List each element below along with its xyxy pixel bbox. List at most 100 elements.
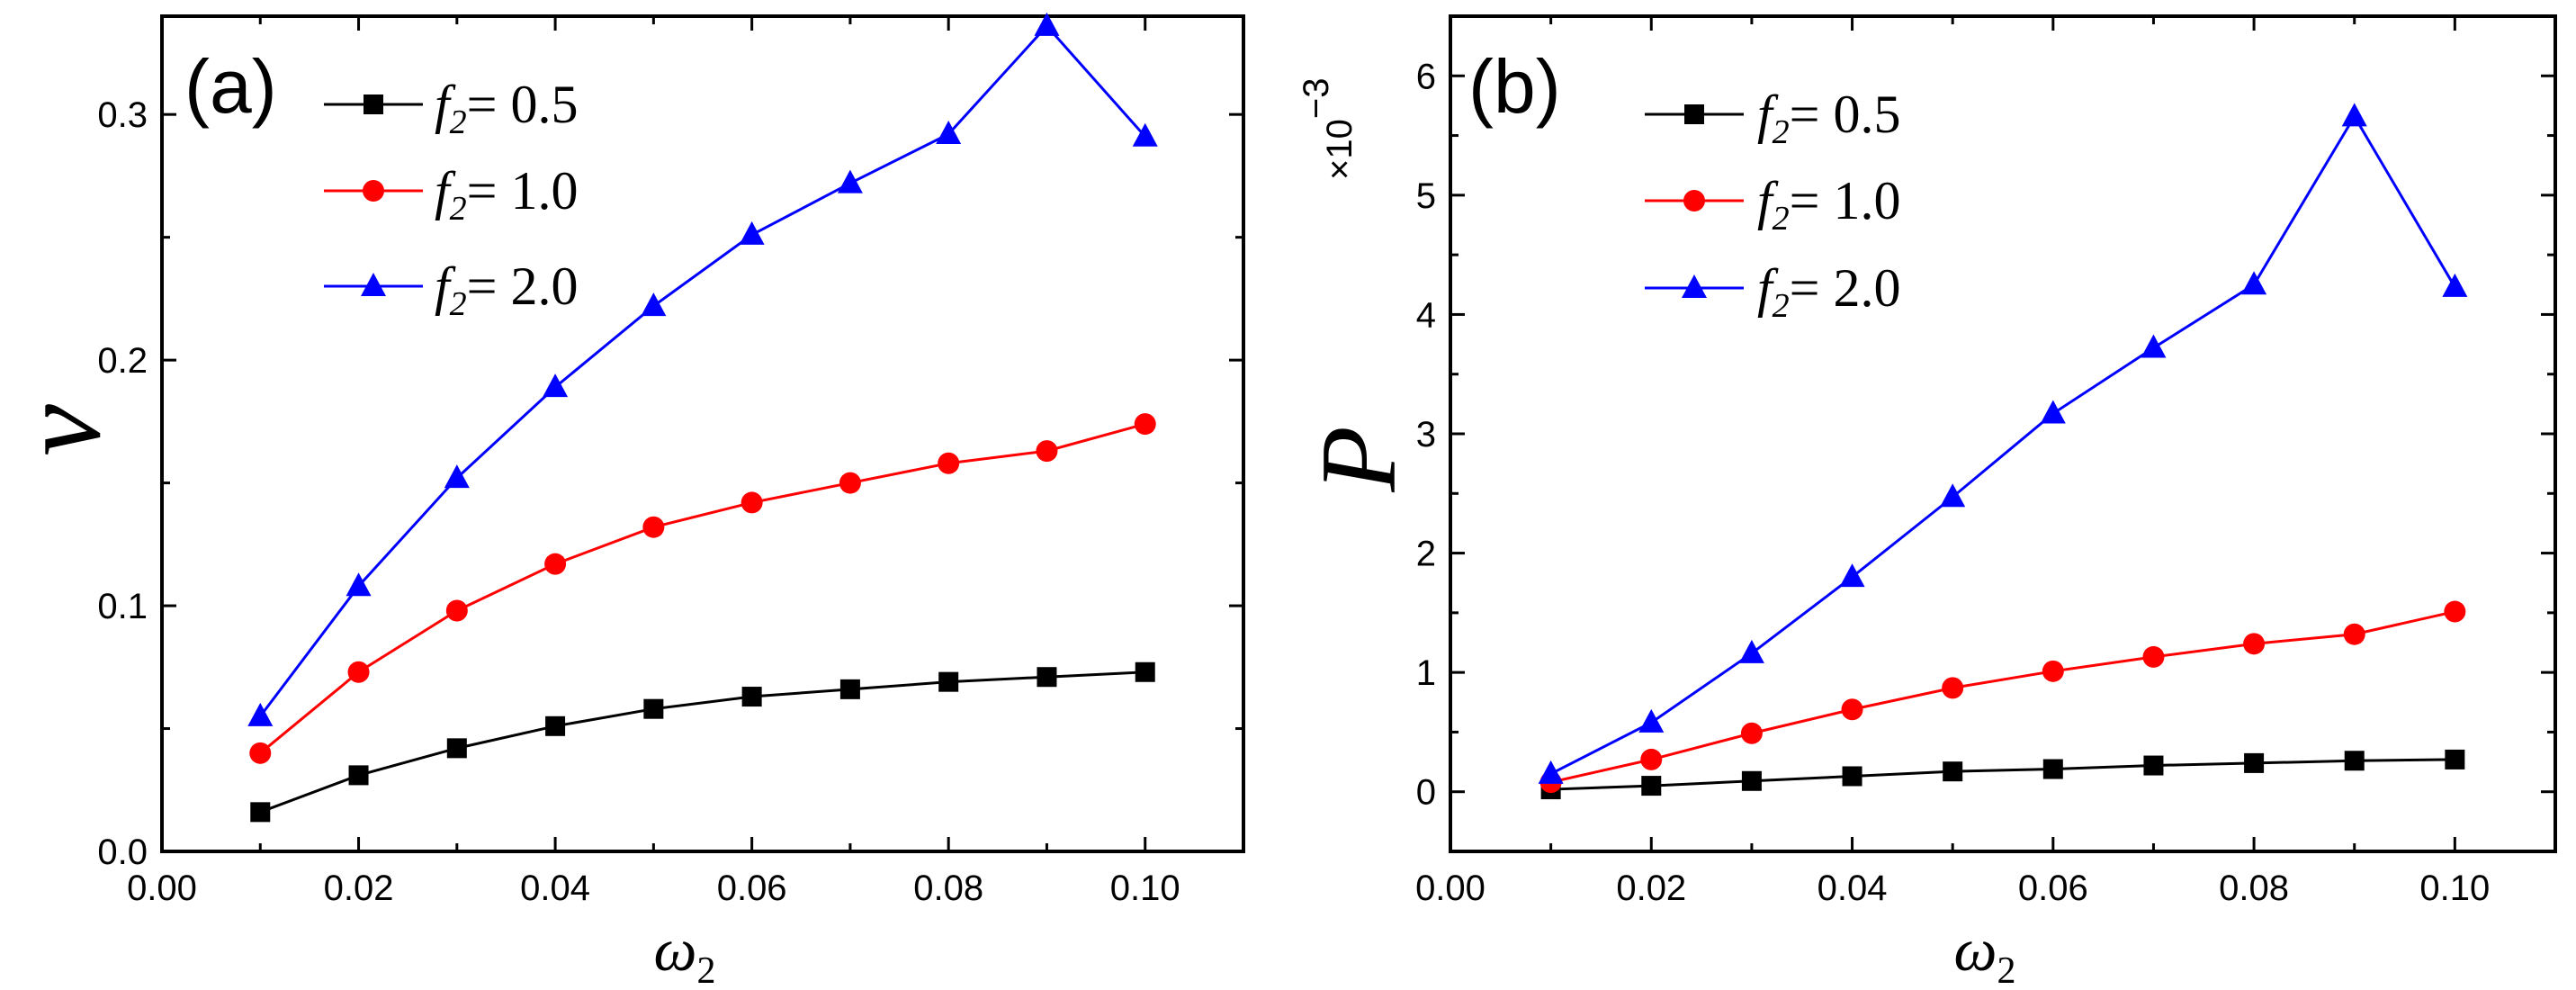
legend-value: = 0.5 xyxy=(1790,85,1901,144)
series-line xyxy=(259,670,1145,814)
legend-marker xyxy=(361,273,386,296)
legend-label: f2= 2.0 xyxy=(1757,258,1901,325)
series-square xyxy=(1540,749,2465,800)
data-point xyxy=(2042,660,2064,682)
plot-frame xyxy=(160,14,1245,853)
y-tick-label: 0 xyxy=(1416,773,1436,813)
series-line xyxy=(1550,610,2455,784)
data-point xyxy=(2444,600,2466,623)
data-point xyxy=(741,687,762,707)
data-point xyxy=(642,516,665,538)
legend-entry: f2= 0.5 xyxy=(1645,85,1901,151)
data-point xyxy=(938,452,960,474)
data-point xyxy=(1738,639,1764,663)
data-point xyxy=(544,553,567,575)
data-point xyxy=(2241,271,2267,295)
legend-sub: 2 xyxy=(450,190,467,228)
y-tick-label: 1 xyxy=(1416,653,1436,693)
data-point xyxy=(1842,766,1862,787)
series-line xyxy=(1550,758,2455,791)
legend-label: f2= 2.0 xyxy=(435,256,579,323)
x-tick-label: 0.02 xyxy=(324,868,394,908)
legend-entry: f2= 1.0 xyxy=(324,161,579,228)
data-point xyxy=(545,716,566,736)
x-tick-label: 0.08 xyxy=(913,868,983,908)
y-tick-label: 5 xyxy=(1416,176,1436,216)
legend-entry: f2= 2.0 xyxy=(324,256,579,323)
data-point xyxy=(1841,698,1863,721)
data-point xyxy=(2442,273,2468,297)
data-point xyxy=(444,464,470,489)
panel-label: (b) xyxy=(1468,44,1561,129)
data-point xyxy=(1638,708,1665,733)
y-tick-label: 3 xyxy=(1416,415,1436,454)
x-tick-label: 0.08 xyxy=(2219,868,2289,908)
legend-sub: 2 xyxy=(1773,113,1790,151)
x-axis-label: ω2 xyxy=(1953,915,2015,990)
x-tick-label: 0.04 xyxy=(520,868,590,908)
data-point xyxy=(1132,122,1158,147)
data-point xyxy=(2040,400,2066,424)
data-point xyxy=(739,220,765,245)
legend-marker xyxy=(1682,274,1707,298)
data-point xyxy=(445,599,468,622)
legend-sub: 2 xyxy=(1773,287,1790,325)
series-circle xyxy=(249,413,1156,764)
x-tick-label: 0.06 xyxy=(2018,868,2088,908)
panel-b: 0.00 0.02 0.04 0.06 0.08 0.10 0 1 2 3 4 5 6 ω2 P ×10−3 (… xyxy=(1297,14,2557,990)
legend-marker xyxy=(1684,104,1704,124)
data-point xyxy=(740,491,763,514)
legend-label: f2= 0.5 xyxy=(1757,85,1901,151)
data-point xyxy=(2445,749,2465,770)
y-axis-label: P xyxy=(1298,426,1418,492)
data-point xyxy=(348,765,369,786)
series-square xyxy=(250,662,1155,823)
legend-entry: f2= 1.0 xyxy=(1645,171,1901,238)
legend-label: f2= 1.0 xyxy=(435,161,579,228)
legend-value: = 0.5 xyxy=(467,75,579,134)
x-tick-label: 0.02 xyxy=(1616,868,1686,908)
y-tick-label: 0.2 xyxy=(97,341,148,381)
data-point xyxy=(837,169,863,194)
x-tick-label: 0.00 xyxy=(1415,868,1485,908)
data-point xyxy=(249,742,272,764)
legend-value: = 2.0 xyxy=(1790,258,1901,318)
data-point xyxy=(839,472,861,494)
data-point xyxy=(641,292,667,317)
data-point xyxy=(2141,334,2167,358)
data-point xyxy=(1538,760,1564,784)
data-point xyxy=(1640,748,1663,770)
y-scale-exponent: −3 xyxy=(1297,78,1336,120)
series-line xyxy=(1549,113,2456,776)
legend-marker xyxy=(1683,190,1705,212)
x-axis-label-sub: 2 xyxy=(1997,950,2016,990)
data-point xyxy=(346,572,372,597)
y-tick-label: 4 xyxy=(1416,295,1436,335)
y-axis-label: v xyxy=(0,404,125,456)
legend-entry: f2= 0.5 xyxy=(324,75,579,141)
x-tick-label: 0.00 xyxy=(127,868,197,908)
data-point xyxy=(2344,751,2365,771)
y-tick-label: 0.1 xyxy=(97,587,148,626)
data-point xyxy=(2244,752,2265,773)
data-point xyxy=(2142,645,2165,668)
data-point xyxy=(1134,413,1156,436)
x-tick-label: 0.10 xyxy=(2419,868,2490,908)
legend-sub: 2 xyxy=(450,285,467,323)
legend-sub: 2 xyxy=(450,104,467,141)
data-point xyxy=(936,121,962,145)
x-tick-label: 0.06 xyxy=(717,868,787,908)
y-tick-label: 0.0 xyxy=(97,832,148,872)
data-point xyxy=(1034,12,1060,36)
data-point xyxy=(543,374,569,398)
y-tick-label: 0.3 xyxy=(97,95,148,135)
legend-marker xyxy=(364,94,383,114)
data-point xyxy=(2343,623,2365,645)
plot-frame xyxy=(1449,14,2557,853)
data-point xyxy=(446,738,467,759)
x-tick-label: 0.10 xyxy=(1110,868,1180,908)
panel-label: (a) xyxy=(184,44,277,129)
legend-value: = 1.0 xyxy=(467,161,579,220)
series-triangle xyxy=(1538,103,2468,784)
